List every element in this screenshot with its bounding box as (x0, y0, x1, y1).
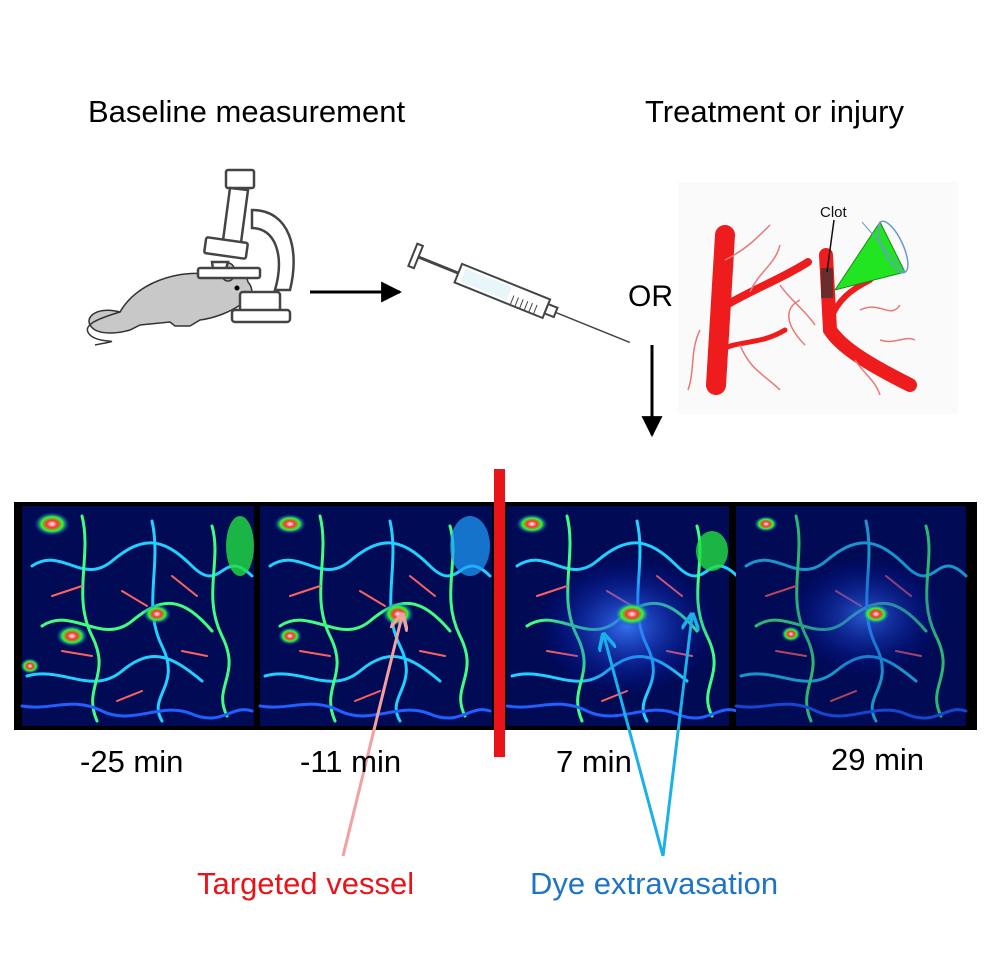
syringe-icon (407, 242, 631, 344)
baseline-title: Baseline measurement (88, 94, 406, 129)
treatment-illustration: Clot (678, 182, 958, 414)
time-label-3: 7 min (556, 744, 632, 779)
time-label-4: 29 min (831, 742, 925, 777)
targeted-vessel-arrow (341, 616, 402, 857)
clot-label: Clot (820, 204, 848, 221)
treatment-separator (494, 469, 505, 757)
dye-arrow-left (604, 636, 665, 857)
frame-1 (20, 506, 254, 726)
dye-arrow-right (661, 616, 692, 857)
frame-4 (734, 506, 968, 726)
targeted-vessel-label: Targeted vessel (197, 866, 415, 901)
microscope-icon (196, 168, 295, 324)
frame-3 (505, 506, 739, 726)
or-label: OR (628, 280, 673, 313)
treatment-title: Treatment or injury (645, 94, 904, 129)
frame-2 (258, 506, 492, 726)
dye-extravasation-label: Dye extravasation (530, 866, 779, 901)
time-label-2: -11 min (300, 744, 402, 779)
time-label-1: -25 min (80, 744, 184, 779)
